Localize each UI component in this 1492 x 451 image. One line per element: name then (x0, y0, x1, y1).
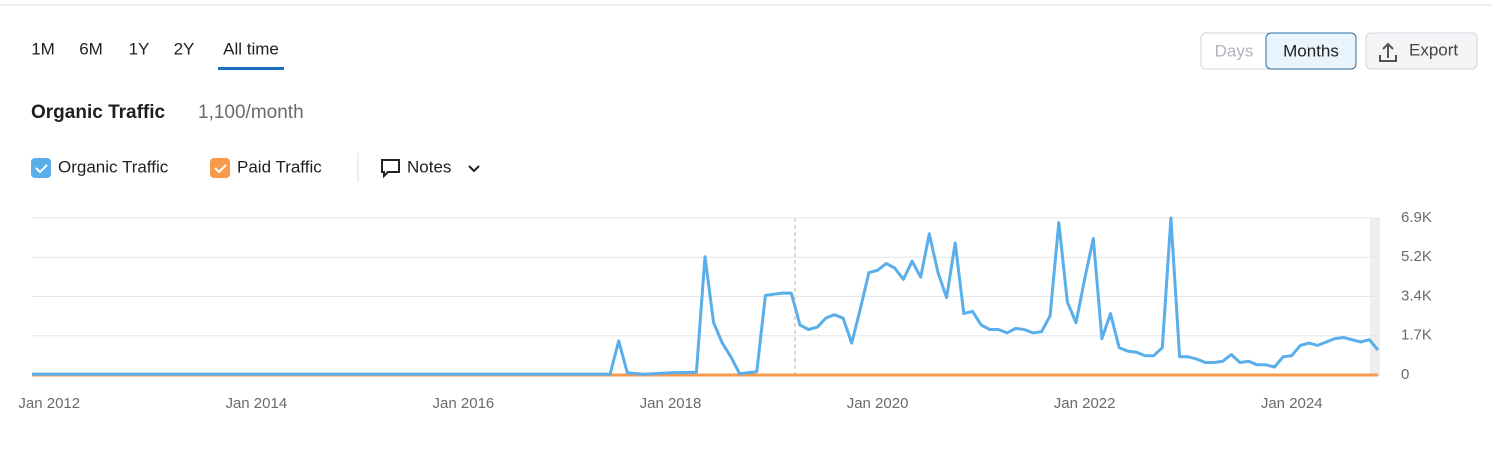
x-tick-label: Jan 2014 (225, 395, 287, 412)
x-tick-label: Jan 2012 (18, 395, 80, 412)
legend-label[interactable]: Paid Traffic (237, 157, 322, 176)
header-title: Organic Traffic (31, 102, 166, 123)
y-tick-label: 0 (1401, 366, 1409, 383)
range-button[interactable]: 1Y (129, 39, 150, 58)
legend-check (214, 164, 227, 174)
x-tick-label: Jan 2024 (1261, 395, 1323, 412)
export-label[interactable]: Export (1409, 40, 1458, 59)
x-tick-label: Jan 2022 (1054, 395, 1116, 412)
notes-label[interactable]: Notes (407, 157, 451, 176)
range-button[interactable]: 2Y (174, 39, 195, 58)
y-tick-label: 3.4K (1401, 287, 1432, 304)
legend: Organic Traffic Paid Traffic (31, 157, 322, 178)
months-button[interactable]: Months (1283, 41, 1339, 60)
days-button[interactable]: Days (1215, 41, 1254, 60)
range-button[interactable]: 1M (31, 39, 55, 58)
series-line (32, 216, 1380, 376)
header-value: 1,100/month (198, 102, 304, 123)
legend-label[interactable]: Organic Traffic (58, 157, 169, 176)
legend-checkbox[interactable] (210, 158, 230, 178)
range-button[interactable]: All time (223, 39, 279, 58)
range-button[interactable]: 6M (79, 39, 103, 58)
x-tick-label: Jan 2020 (847, 395, 909, 412)
legend-checkbox[interactable] (31, 158, 51, 178)
y-tick-label: 5.2K (1401, 248, 1432, 265)
notes-icon[interactable] (381, 159, 400, 179)
notes-chevron[interactable] (468, 165, 480, 173)
legend-check (35, 164, 48, 174)
y-tick-label: 6.9K (1401, 209, 1432, 226)
granularity-active (1265, 32, 1357, 70)
x-tick-label: Jan 2016 (433, 395, 495, 412)
range-underline (218, 67, 284, 70)
x-tick-label: Jan 2018 (640, 395, 702, 412)
y-tick-label: 1.7K (1401, 327, 1432, 344)
export-icon (1379, 42, 1397, 62)
